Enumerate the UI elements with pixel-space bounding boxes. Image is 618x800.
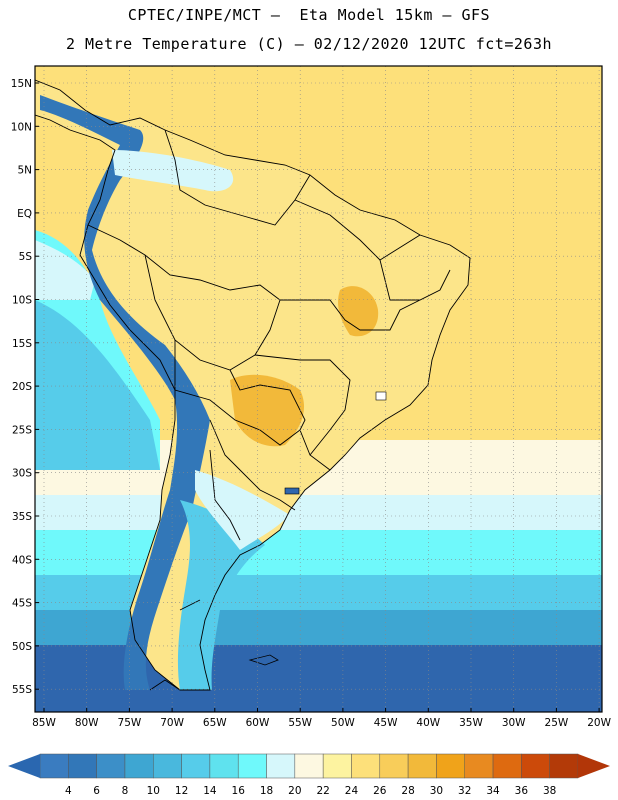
colorbar-box: [181, 753, 211, 779]
ocean-band-12: [35, 610, 602, 650]
latitude-label: 35S: [12, 511, 32, 523]
latitude-label: 10N: [11, 121, 32, 133]
longitude-label: 60W: [246, 717, 270, 729]
colorbar-box: [351, 753, 381, 779]
colorbar-label: 32: [458, 785, 471, 797]
colorbar-box: [68, 753, 97, 779]
colorbar-box: [521, 753, 550, 779]
colorbar-label: 34: [486, 785, 500, 797]
longitude-label: 40W: [416, 717, 440, 729]
ocean-band-8: [35, 645, 602, 712]
longitude-label: 75W: [118, 717, 142, 729]
colorbar-boxes: [39, 753, 579, 779]
colorbar-label: 22: [316, 785, 329, 797]
colorbar-box: [266, 753, 296, 779]
chaco-hot-region: [230, 374, 305, 447]
longitude-labels: 85W 80W 75W 70W 65W 60W 55W 50W 45W 40W 35W 30W 25W 2…: [32, 708, 612, 729]
lat-lon-grid: [35, 66, 602, 712]
latitude-label: 25S: [12, 424, 32, 436]
colorbar-box: [379, 753, 409, 779]
colorbar-labels: 4 6 8 10 12 14 16 18 20 22 24 26 28 30 32 34 36 38: [65, 785, 556, 797]
longitude-label: 70W: [160, 717, 184, 729]
map-fields: [35, 66, 602, 712]
colorbar-label: 30: [430, 785, 443, 797]
latitude-label: 50S: [12, 641, 32, 653]
inland-lake: [375, 391, 387, 401]
colorbar-box: [96, 753, 126, 779]
latitude-label: 15N: [11, 78, 32, 90]
longitude-label: 55W: [288, 717, 312, 729]
latitude-label: 5S: [19, 251, 33, 263]
andes-cold-ridge: [40, 95, 210, 690]
colorbar-label: 24: [345, 785, 359, 797]
map-frame: [34, 65, 603, 713]
latitude-label: EQ: [17, 208, 32, 220]
latitude-label: 40S: [12, 554, 32, 566]
colorbar-label: 14: [203, 785, 217, 797]
latitude-label: 55S: [12, 684, 32, 696]
colorbar-label: 4: [65, 785, 72, 797]
latitude-label: 45S: [12, 598, 32, 610]
pacific-cyan-water: [35, 300, 160, 470]
longitude-label: 80W: [75, 717, 99, 729]
temperature-colorbar: 4 6 8 10 12 14 16 18 20 22 24 26 28 30 32 34 36 38: [8, 753, 610, 797]
colorbar-box: [549, 753, 579, 779]
colorbar-label: 20: [288, 785, 301, 797]
colorbar-box: [209, 753, 239, 779]
colorbar-label: 12: [175, 785, 188, 797]
colorbar-right-arrow: [578, 754, 610, 778]
colorbar-left-arrow: [8, 754, 40, 778]
colorbar-box: [39, 753, 69, 779]
colorbar-label: 18: [260, 785, 273, 797]
map-title-line-1: CPTEC/INPE/MCT – Eta Model 15km – GFS: [127, 6, 491, 24]
colorbar-label: 8: [122, 785, 129, 797]
ocean-band-16: [35, 530, 602, 580]
colorbar-box: [294, 753, 324, 779]
colorbar-box: [492, 753, 522, 779]
longitude-label: 50W: [331, 717, 355, 729]
colorbar-box: [237, 753, 267, 779]
longitude-label: 45W: [374, 717, 398, 729]
pacific-pale-water: [35, 240, 95, 300]
colorbar-label: 26: [373, 785, 387, 797]
latitude-labels: 15N 10N 5N EQ 5S 10S 15S 20S 25S 30S 35S 40S 45S 50S 5…: [11, 78, 39, 696]
lagoa-dos-patos: [284, 487, 300, 495]
pampas-pale-region: [195, 470, 290, 550]
longitude-label: 85W: [32, 717, 56, 729]
colorbar-label: 36: [515, 785, 529, 797]
colorbar-label: 6: [93, 785, 100, 797]
colorbar-box: [153, 753, 182, 779]
longitude-label: 20W: [587, 717, 611, 729]
latitude-label: 20S: [12, 381, 32, 393]
latitude-label: 5N: [17, 165, 32, 177]
temperature-map: 15N 10N 5N EQ 5S 10S 15S 20S 25S 30S 35S 40S 45S 50S 5…: [11, 65, 612, 729]
colorbar-label: 10: [147, 785, 160, 797]
longitude-label: 25W: [545, 717, 569, 729]
colorbar-label: 28: [401, 785, 414, 797]
colorbar-box: [124, 753, 154, 779]
longitude-label: 35W: [459, 717, 483, 729]
colorbar-box: [464, 753, 494, 779]
country-borders: [35, 79, 471, 691]
colorbar-label: 38: [543, 785, 556, 797]
colorbar-box: [407, 753, 437, 779]
cerrado-hot-region: [338, 286, 379, 337]
northern-andes-pale-region: [112, 150, 234, 192]
latitude-label: 10S: [12, 295, 32, 307]
colorbar-box: [322, 753, 352, 779]
longitude-label: 65W: [203, 717, 227, 729]
falkland-islands: [248, 654, 279, 666]
colorbar-box: [436, 753, 465, 779]
longitude-label: 30W: [502, 717, 526, 729]
map-title-line-2: 2 Metre Temperature (C) – 02/12/2020 12U…: [65, 35, 553, 53]
ocean-band-18: [35, 495, 602, 535]
latitude-label: 30S: [12, 468, 32, 480]
colorbar-label: 16: [232, 785, 246, 797]
latitude-label: 15S: [12, 338, 32, 350]
ocean-band-14: [35, 575, 602, 615]
